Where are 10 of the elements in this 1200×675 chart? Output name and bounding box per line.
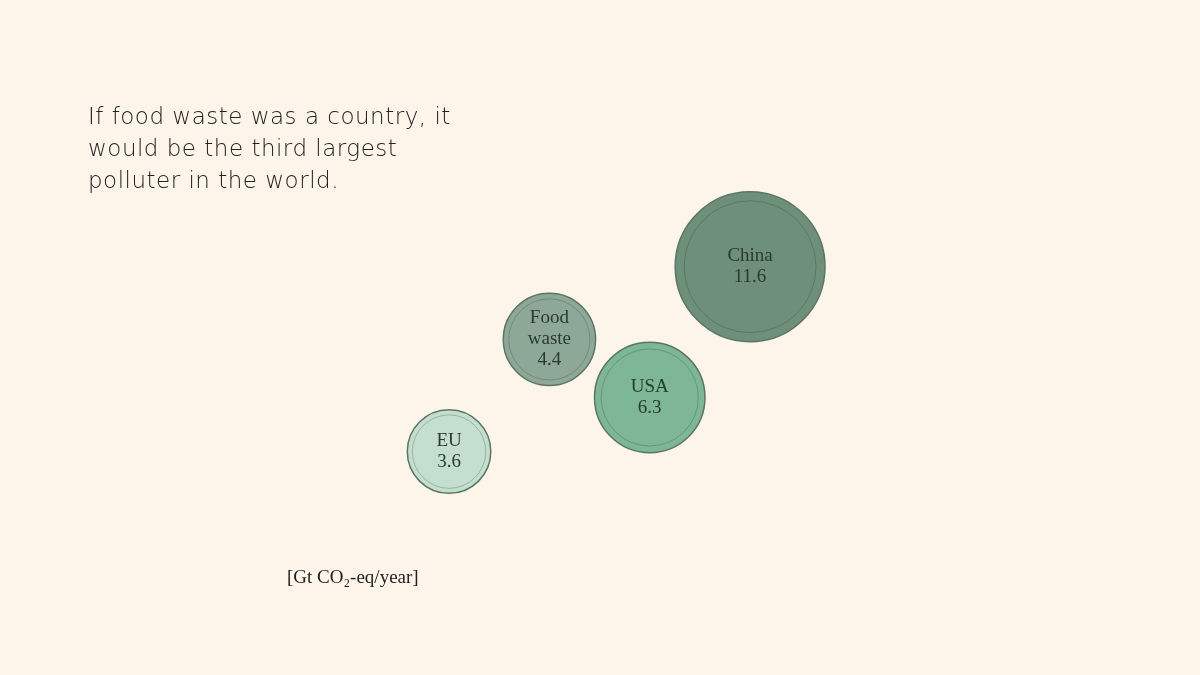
data-label: 4.4: [537, 348, 562, 370]
category-label: Food waste: [527, 306, 572, 349]
category-label: EU: [436, 429, 462, 451]
category-label: China: [727, 244, 774, 266]
category-label: USA: [630, 374, 670, 396]
text: If food waste was a country, it would be the third largest polluter in the world.: [88, 102, 452, 195]
text: [Gt CO₂-eq/year]: [287, 566, 419, 588]
data-label: 11.6: [733, 265, 767, 287]
data-label: 6.3: [637, 395, 662, 417]
data-label: 3.6: [437, 450, 461, 472]
